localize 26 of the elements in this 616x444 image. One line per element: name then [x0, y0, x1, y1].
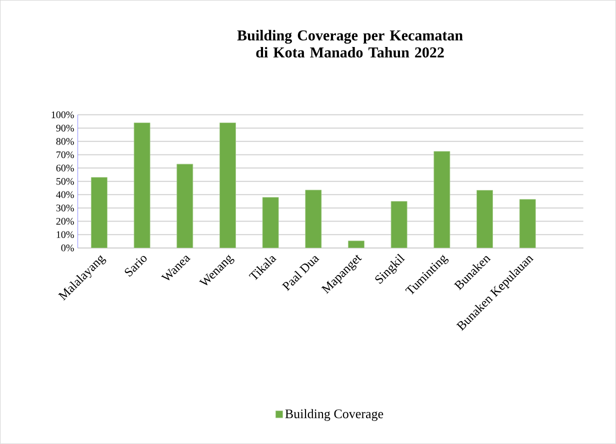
bar [476, 190, 493, 248]
y-tick-label: 0% [61, 244, 74, 252]
bar [519, 199, 536, 248]
bar [134, 122, 150, 248]
x-tick-label: Sario [124, 256, 147, 277]
bar [305, 190, 322, 248]
x-tick-label: Paal Dua [282, 256, 320, 292]
chart-title: Building Coverage per Kecamatan di Kota Manado Tahun 2022 [237, 30, 463, 58]
y-tick-label: 90% [56, 124, 74, 132]
bar [434, 151, 450, 248]
y-tick-label: 70% [56, 151, 74, 158]
bar [220, 122, 236, 248]
y-tick-label: 30% [56, 204, 74, 212]
legend-label: Building Coverage [285, 409, 384, 421]
y-tick-label: 10% [56, 231, 74, 238]
y-tick-label: 40% [56, 191, 74, 198]
bar [390, 201, 408, 248]
y-tick-label: 20% [56, 218, 74, 225]
y-tick-label: 80% [56, 138, 74, 145]
bar [176, 164, 194, 248]
y-tick-label: 60% [56, 164, 74, 172]
bar [90, 177, 108, 248]
y-tick-label: 100% [52, 111, 74, 118]
bar [262, 197, 279, 248]
bar [348, 240, 364, 248]
y-tick-label: 50% [56, 178, 74, 185]
